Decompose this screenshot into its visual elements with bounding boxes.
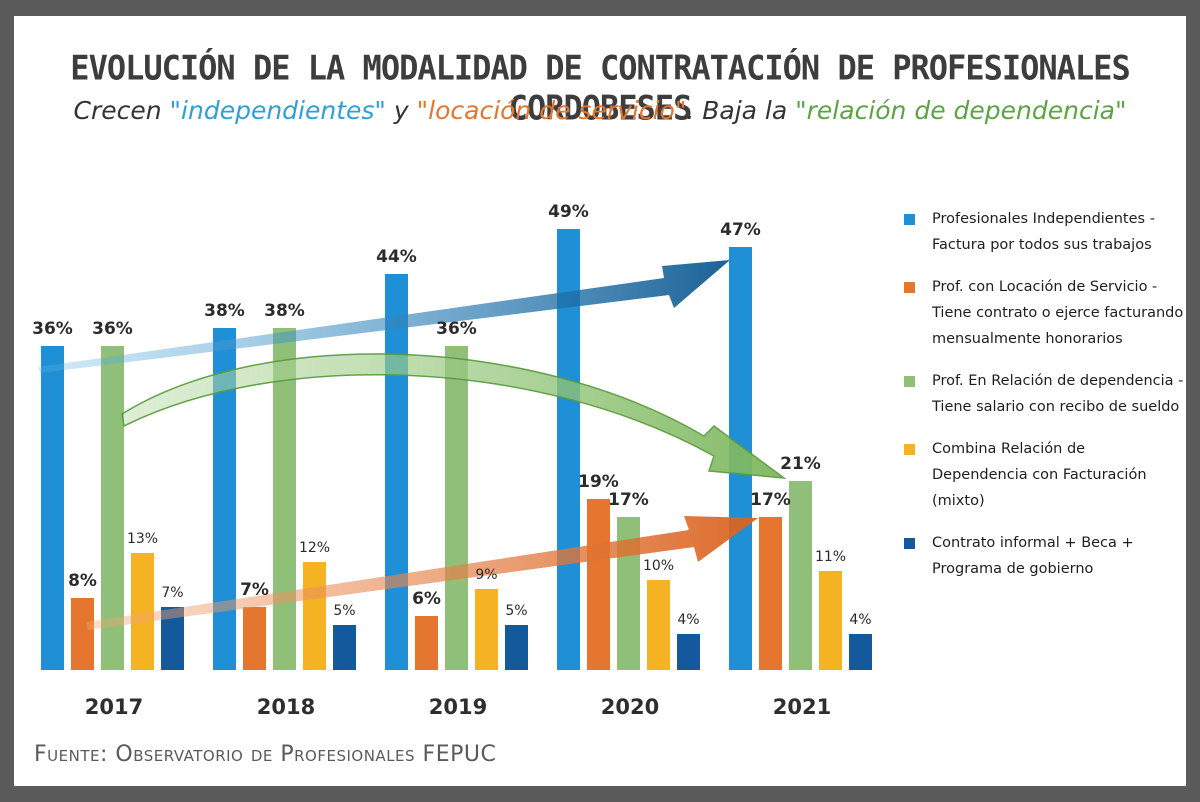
bar-mixto-2019: [475, 589, 498, 670]
bar-locacion-2020: [587, 499, 610, 670]
chart-card: EVOLUCIÓN DE LA MODALIDAD DE CONTRATACIÓ…: [14, 16, 1186, 786]
legend-swatch-locacion: [904, 282, 915, 293]
bar-mixto-2020: [647, 580, 670, 670]
bar-dependencia-2017: [101, 346, 124, 670]
bar-mixto-2021: [819, 571, 842, 670]
value-label-informal-2020: 4%: [677, 612, 699, 628]
bar-locacion-2018: [243, 607, 266, 670]
trend-arrow-independientes: [38, 260, 730, 373]
value-label-dependencia-2019: 36%: [436, 319, 477, 339]
value-label-mixto-2020: 10%: [643, 558, 674, 574]
value-label-locacion-2018: 7%: [240, 580, 269, 600]
subtitle-part-3: y: [385, 96, 417, 125]
bar-independientes-2019: [385, 274, 408, 670]
legend-swatch-dependencia: [904, 376, 915, 387]
trend-arrow-dependencia: [121, 353, 787, 479]
bar-dependencia-2019: [445, 346, 468, 670]
legend-label-locacion: Prof. con Locación de Servicio - Tiene c…: [932, 279, 1184, 347]
bar-chart: 36%38%44%49%47%8% 7% 6%19%17%36%38%36%17%2…: [32, 202, 872, 719]
bar-locacion-2019: [415, 616, 438, 670]
bar-informal-2017: [161, 607, 184, 670]
bar-informal-2021: [849, 634, 872, 670]
value-label-locacion-2019: 6%: [412, 589, 441, 609]
value-label-mixto-2017: 13%: [127, 531, 158, 547]
subtitle-part-6: "relación de dependencia": [795, 96, 1127, 125]
value-label-locacion-2020: 19%: [578, 472, 619, 492]
value-label-informal-2021: 4%: [849, 612, 871, 628]
value-label-independientes-2017: 36%: [32, 319, 73, 339]
value-label-independientes-2021: 47%: [720, 220, 761, 240]
value-label-mixto-2021: 11%: [815, 549, 846, 565]
bar-locacion-2021: [759, 517, 782, 670]
legend-label-dependencia: Prof. En Relación de dependencia - Tiene…: [932, 373, 1184, 415]
subtitle-part-4: "locación de servicio": [416, 96, 687, 125]
subtitle-part-5: . Baja la: [686, 96, 796, 125]
bar-informal-2018: [333, 625, 356, 670]
value-label-independientes-2018: 38%: [204, 301, 245, 321]
legend-swatch-independientes: [904, 214, 915, 225]
value-label-independientes-2019: 44%: [376, 247, 417, 267]
subtitle-part-2: "independientes": [169, 96, 386, 125]
x-tick-label-2019: 2019: [429, 695, 487, 719]
value-label-dependencia-2018: 38%: [264, 301, 305, 321]
bar-dependencia-2021: [789, 481, 812, 670]
value-label-dependencia-2017: 36%: [92, 319, 133, 339]
value-label-informal-2018: 5%: [333, 603, 355, 619]
legend-label-independientes: Profesionales Independientes - Factura p…: [932, 211, 1155, 253]
chart-source: Fuente: Observatorio de Profesionales FE…: [34, 742, 497, 767]
x-tick-label-2020: 2020: [601, 695, 659, 719]
value-label-independientes-2020: 49%: [548, 202, 589, 222]
value-label-mixto-2018: 12%: [299, 540, 330, 556]
value-label-locacion-2021: 17%: [750, 490, 791, 510]
value-label-dependencia-2020: 17%: [608, 490, 649, 510]
legend-label-informal: Contrato informal + Beca + Programa de g…: [932, 535, 1134, 577]
bar-dependencia-2018: [273, 328, 296, 670]
value-label-locacion-2017: 8%: [68, 571, 97, 591]
bar-informal-2019: [505, 625, 528, 670]
value-label-mixto-2019: 9%: [475, 567, 497, 583]
legend-swatch-mixto: [904, 444, 915, 455]
trend-arrow-locacion: [86, 516, 758, 630]
x-tick-label-2018: 2018: [257, 695, 315, 719]
value-label-informal-2017: 7%: [161, 585, 183, 601]
bar-independientes-2017: [41, 346, 64, 670]
legend-item-informal: Contrato informal + Beca + Programa de g…: [904, 530, 1184, 582]
chart-title: EVOLUCIÓN DE LA MODALIDAD DE CONTRATACIÓ…: [70, 48, 1130, 128]
legend-item-locacion: Prof. con Locación de Servicio - Tiene c…: [904, 274, 1184, 352]
bar-mixto-2018: [303, 562, 326, 670]
legend-item-dependencia: Prof. En Relación de dependencia - Tiene…: [904, 368, 1184, 420]
chart-subtitle: Crecen "independientes" y "locación de s…: [14, 96, 1186, 125]
legend-item-independientes: Profesionales Independientes - Factura p…: [904, 206, 1184, 258]
chart-legend: Profesionales Independientes - Factura p…: [904, 206, 1184, 598]
bar-informal-2020: [677, 634, 700, 670]
value-label-dependencia-2021: 21%: [780, 454, 821, 474]
legend-swatch-informal: [904, 538, 915, 549]
subtitle-part-1: Crecen: [73, 96, 170, 125]
legend-label-mixto: Combina Relación de Dependencia con Fact…: [932, 441, 1147, 509]
value-label-informal-2019: 5%: [505, 603, 527, 619]
bar-independientes-2018: [213, 328, 236, 670]
bar-mixto-2017: [131, 553, 154, 670]
x-tick-label-2021: 2021: [773, 695, 831, 719]
bar-locacion-2017: [71, 598, 94, 670]
x-tick-label-2017: 2017: [85, 695, 143, 719]
legend-item-mixto: Combina Relación de Dependencia con Fact…: [904, 436, 1184, 514]
